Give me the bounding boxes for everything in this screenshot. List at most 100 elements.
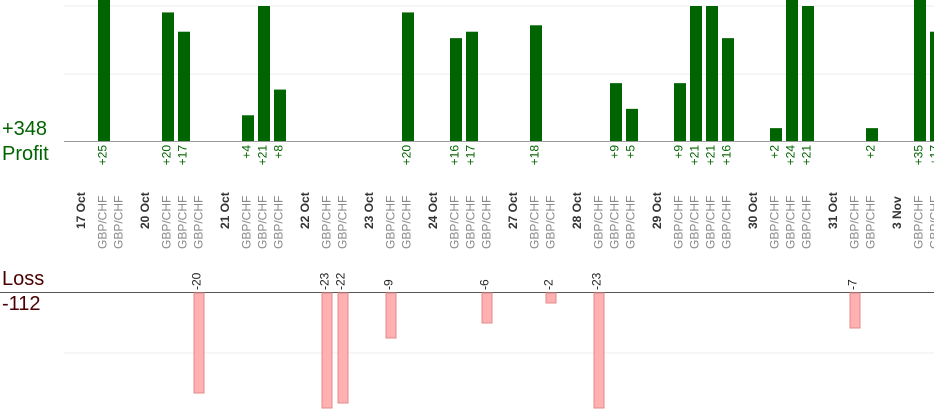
profit-bar [258,6,270,141]
instrument-label: GBP/CHF [176,196,190,249]
instrument-label: GBP/CHF [848,196,862,249]
instrument-label: GBP/CHF [672,196,686,249]
profit-value-label: +21 [704,145,718,166]
date-label: 31 Oct [826,192,840,229]
instrument-label: GBP/CHF [400,196,414,249]
profit-bar [770,128,782,141]
instrument-label: GBP/CHF [528,196,542,249]
instrument-label: GBP/CHF [784,196,798,249]
instrument-label: GBP/CHF [768,196,782,249]
loss-bar [321,292,333,409]
date-label: 17 Oct [74,192,88,229]
loss-value-label: -9 [382,279,396,290]
loss-value-label: -2 [542,279,556,290]
instrument-label: GBP/CHF [864,196,878,249]
loss-total: -112 [2,293,41,315]
instrument-label: GBP/CHF [720,196,734,249]
date-label: 21 Oct [218,192,232,229]
profit-value-label: +2 [864,145,878,159]
date-label: 28 Oct [570,192,584,229]
instrument-label: GBP/CHF [336,196,350,249]
profit-value-label: +9 [672,145,686,159]
instrument-label: GBP/CHF [448,196,462,249]
instrument-label: GBP/CHF [480,196,494,249]
profit-bar [450,38,462,142]
instrument-label: GBP/CHF [240,196,254,249]
profit-bar [178,31,190,141]
loss-value-label: -7 [846,279,860,290]
loss-bar [481,292,493,324]
profit-value-label: +21 [800,145,814,166]
profit-value-label: +17 [464,145,478,166]
profit-bar [402,12,414,141]
profit-bar [706,6,718,141]
profit-value-label: +9 [608,145,622,159]
profit-bar [786,0,798,141]
date-label: 29 Oct [650,192,664,229]
instrument-label: GBP/CHF [592,196,606,249]
loss-bar [545,292,557,304]
date-label: 24 Oct [426,192,440,229]
profit-value-label: +21 [256,145,270,166]
profit-bar [802,6,814,141]
profit-bar [722,38,734,142]
profit-value-label: +35 [912,145,926,166]
profit-value-label: +2 [768,145,782,159]
loss-bar [593,292,605,409]
date-label: 3 Nov [890,196,904,229]
instrument-label: GBP/CHF [544,196,558,249]
profit-value-label: +17 [928,145,934,166]
instrument-label: GBP/CHF [912,196,926,249]
profit-bar [162,12,174,141]
profit-bar [274,89,286,141]
loss-bar [193,292,205,394]
instrument-label: GBP/CHF [192,196,206,249]
date-label: 20 Oct [138,192,152,229]
loss-bar [385,292,397,339]
instrument-label: GBP/CHF [800,196,814,249]
instrument-label: GBP/CHF [704,196,718,249]
profit-bar [866,128,878,141]
profit-bar [98,0,110,141]
instrument-label: GBP/CHF [688,196,702,249]
profit-value-label: +21 [688,145,702,166]
date-label: 27 Oct [506,192,520,229]
loss-value-label: -20 [190,272,204,290]
instrument-label: GBP/CHF [96,196,110,249]
profit-value-label: +24 [784,145,798,166]
loss-value-label: -22 [334,272,348,290]
profit-bar [690,6,702,141]
profit-value-label: +8 [272,145,286,159]
profit-bar [626,108,638,141]
profit-bar [930,31,934,141]
profit-value-label: +17 [176,145,190,166]
instrument-label: GBP/CHF [256,196,270,249]
profit-bar [610,83,622,141]
profit-bar [914,0,926,141]
instrument-label: GBP/CHF [928,196,934,249]
profit-total: +348 [2,118,48,140]
profit-label: Profit [2,143,49,165]
profit-bar [242,115,254,141]
date-label: 23 Oct [362,192,376,229]
loss-bar [337,292,349,404]
profit-value-label: +18 [528,145,542,166]
profit-value-label: +4 [240,145,254,159]
profit-value-label: +25 [96,145,110,166]
instrument-label: GBP/CHF [160,196,174,249]
loss-value-label: -23 [318,272,332,290]
instrument-label: GBP/CHF [464,196,478,249]
profit-value-label: +16 [720,145,734,166]
instrument-label: GBP/CHF [608,196,622,249]
loss-label: Loss [2,268,45,290]
profit-value-label: +20 [400,145,414,166]
instrument-label: GBP/CHF [320,196,334,249]
instrument-label: GBP/CHF [272,196,286,249]
date-label: 30 Oct [746,192,760,229]
profit-value-label: +16 [448,145,462,166]
profit-value-label: +5 [624,145,638,159]
instrument-label: GBP/CHF [624,196,638,249]
profit-bar [674,83,686,141]
loss-bar [849,292,861,329]
